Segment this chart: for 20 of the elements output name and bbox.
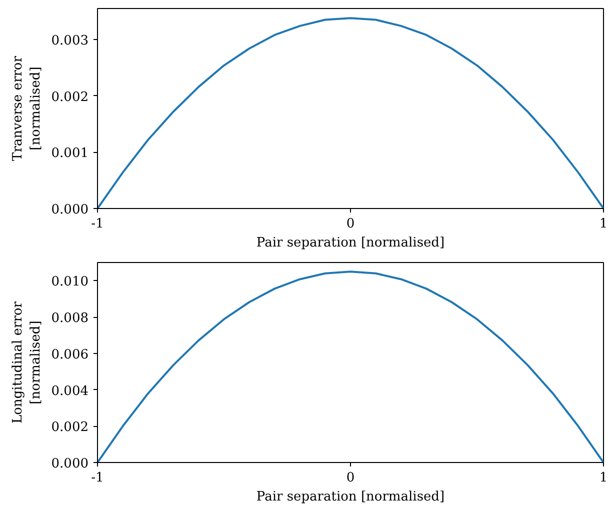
x-tick-label: 0 [346,216,355,232]
x-tick-label: 0 [346,470,355,486]
y-tick-label: 0.008 [51,311,88,326]
y-tick-label: 0.001 [51,146,88,162]
y-tick-label: 0.004 [51,384,88,399]
y-tick-label: 0.000 [51,456,88,472]
y-tick-label: 0.003 [51,33,88,48]
y-axis-title: Longitudinal error [normalised] [10,300,44,424]
y-tick-label: 0.002 [51,90,88,105]
y-tick-label: 0.006 [51,347,88,362]
x-tick-label: 1 [599,470,608,486]
y-tick-label: 0.000 [51,202,88,218]
x-tick-label: -1 [91,216,104,232]
x-tick-label: -1 [91,470,104,486]
y-axis-title: Tranverse error [normalised] [10,55,44,161]
y-tick-label: 0.002 [51,420,88,436]
x-axis-title: Pair separation [normalised] [256,236,445,250]
x-axis-title: Pair separation [normalised] [256,490,445,504]
x-tick-label: 1 [599,216,608,232]
y-tick-label: 0.010 [51,274,88,290]
